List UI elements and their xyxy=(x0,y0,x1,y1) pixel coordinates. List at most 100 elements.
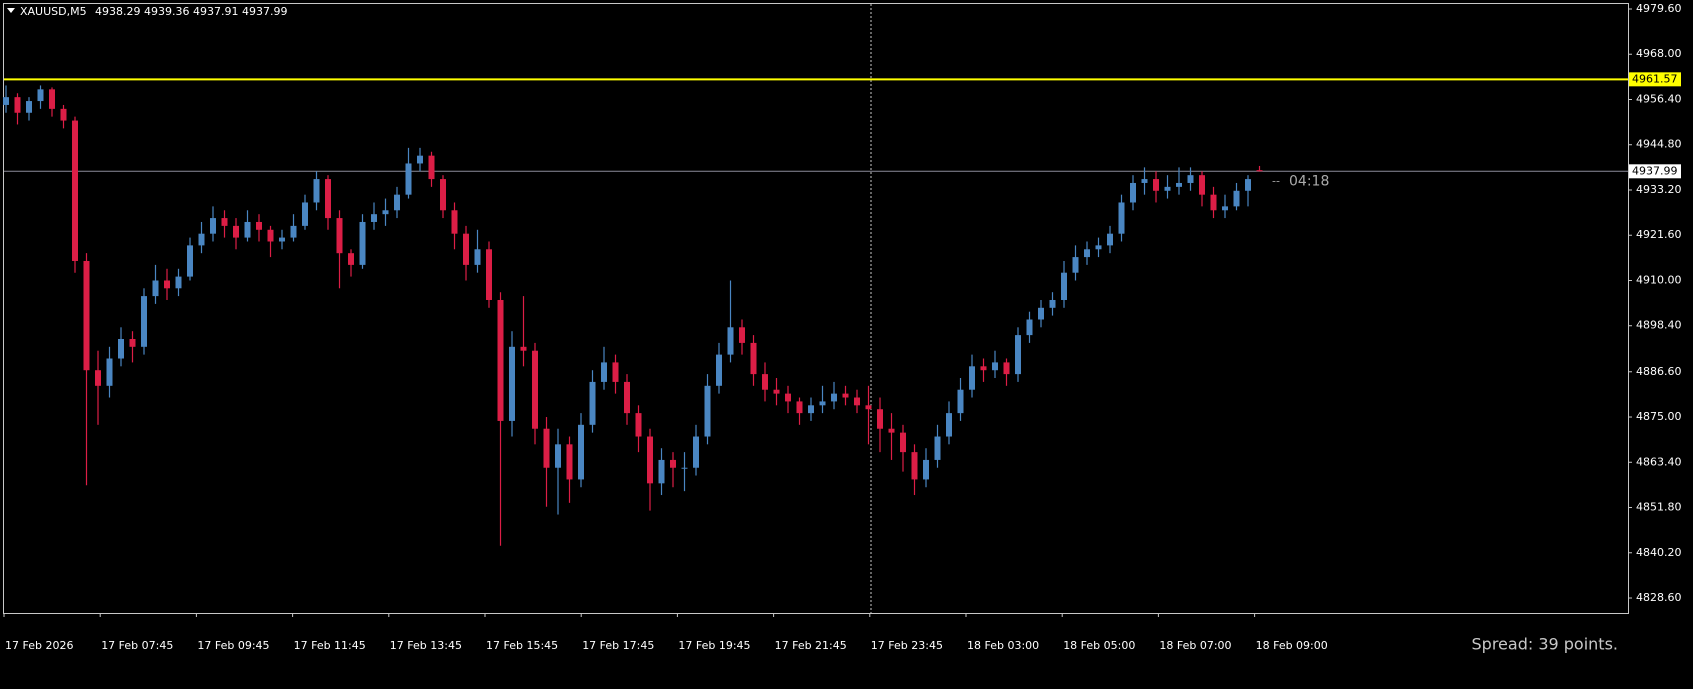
candle-body xyxy=(566,444,573,480)
candle-body xyxy=(1095,245,1102,250)
x-tick-label: 17 Feb 15:45 xyxy=(486,639,558,652)
candle-body xyxy=(49,89,55,109)
candle-body xyxy=(555,444,561,468)
candle-body xyxy=(727,327,734,355)
candle-body xyxy=(796,401,803,414)
x-tick-label: 17 Feb 21:45 xyxy=(775,639,847,652)
candle-body xyxy=(1245,179,1251,191)
candle-body xyxy=(141,296,147,347)
candle-body xyxy=(681,467,688,469)
candle-body xyxy=(854,397,860,406)
candle-body xyxy=(842,393,849,398)
y-tick-label: 4840.20 xyxy=(1636,546,1682,559)
candle-body xyxy=(670,459,676,468)
candle-body xyxy=(785,393,791,402)
candle-body xyxy=(1130,182,1136,203)
countdown: 04:18 xyxy=(1289,173,1329,189)
candle-body xyxy=(624,381,630,414)
x-tick-label: 18 Feb 05:00 xyxy=(1063,639,1135,652)
x-tick-label: 18 Feb 07:00 xyxy=(1159,639,1231,652)
candle-body xyxy=(486,249,492,300)
candle-body xyxy=(279,237,285,242)
candle-body xyxy=(1233,190,1240,207)
candle-body xyxy=(290,225,297,238)
candle-body xyxy=(417,155,423,164)
candle-body xyxy=(762,374,768,390)
candle-body xyxy=(72,120,78,261)
candle-body xyxy=(601,362,607,382)
candle-body xyxy=(934,436,941,460)
price-line-tag xyxy=(1629,164,1681,179)
candle-body xyxy=(773,389,780,394)
candle-body xyxy=(992,362,998,371)
candle-body xyxy=(152,280,159,297)
candle-body xyxy=(658,459,665,484)
candle-body xyxy=(175,276,182,289)
candle-body xyxy=(256,221,262,230)
countdown-dash: -- xyxy=(1272,174,1280,187)
candle-body xyxy=(428,155,435,180)
candle-body xyxy=(1187,175,1194,183)
x-tick-label: 17 Feb 11:45 xyxy=(294,639,366,652)
candle-body xyxy=(118,339,124,359)
candle-body xyxy=(509,346,515,421)
candle-body xyxy=(1141,179,1148,183)
candle-body xyxy=(129,339,136,347)
candle-body xyxy=(359,221,366,265)
candle-body xyxy=(612,362,619,382)
candle-body xyxy=(60,108,67,121)
candle-body xyxy=(532,350,538,429)
candle-body xyxy=(187,245,193,277)
candle-body xyxy=(267,229,274,242)
candle-body xyxy=(578,424,584,480)
x-tick-label: 17 Feb 23:45 xyxy=(871,639,943,652)
candle-body xyxy=(1003,362,1010,375)
candle-body xyxy=(3,97,9,105)
candle-body xyxy=(589,381,596,425)
y-tick-label: 4828.60 xyxy=(1636,591,1682,604)
candle-body xyxy=(957,389,964,414)
candle-body xyxy=(26,101,32,113)
candle-body xyxy=(405,163,412,195)
ohlc-label: 4938.29 4939.36 4937.91 4937.99 xyxy=(95,5,287,18)
candle-body xyxy=(382,210,389,215)
candle-body xyxy=(1072,257,1079,273)
candle-body xyxy=(969,366,975,390)
candle-body xyxy=(923,459,929,480)
y-tick-label: 4944.80 xyxy=(1636,138,1682,151)
candle-body xyxy=(1210,194,1217,211)
price-line-label: 4937.99 xyxy=(1632,164,1678,177)
candle-body xyxy=(1084,249,1090,258)
candle-body xyxy=(1222,206,1228,211)
x-tick-label: 17 Feb 13:45 xyxy=(390,639,462,652)
plot-frame xyxy=(3,3,1629,614)
candle-body xyxy=(221,218,228,226)
candle-body xyxy=(693,436,699,468)
candle-body xyxy=(831,393,837,402)
candle-body xyxy=(371,214,377,222)
candle-body xyxy=(451,210,458,234)
y-tick-label: 4851.80 xyxy=(1636,501,1682,514)
candle-body xyxy=(1015,335,1021,375)
candle-body xyxy=(877,409,883,429)
x-tick-label: 17 Feb 19:45 xyxy=(678,639,750,652)
candle-body xyxy=(704,385,711,437)
candle-body xyxy=(440,179,446,211)
marks-layer: 4979.60 4968.00 4956.40 4944.80 4933.20 4921.… xyxy=(3,2,1682,652)
x-tick-label: 17 Feb 09:45 xyxy=(197,639,269,652)
y-tick-label: 4933.20 xyxy=(1636,183,1682,196)
y-tick-label: 4979.60 xyxy=(1636,2,1682,15)
candle-body xyxy=(302,202,308,226)
candle-body xyxy=(1199,175,1205,195)
menu-triangle[interactable] xyxy=(7,8,15,13)
candle-body xyxy=(336,218,343,254)
y-tick-label: 4863.40 xyxy=(1636,455,1682,468)
y-tick-label: 4956.40 xyxy=(1636,92,1682,105)
candle-body xyxy=(647,436,653,484)
candle-body xyxy=(1107,233,1113,246)
spread-label: Spread: 39 points. xyxy=(1472,635,1619,654)
x-tick-label: 17 Feb 07:45 xyxy=(101,639,173,652)
y-tick-label: 4921.60 xyxy=(1636,228,1682,241)
candle-body xyxy=(980,366,987,371)
